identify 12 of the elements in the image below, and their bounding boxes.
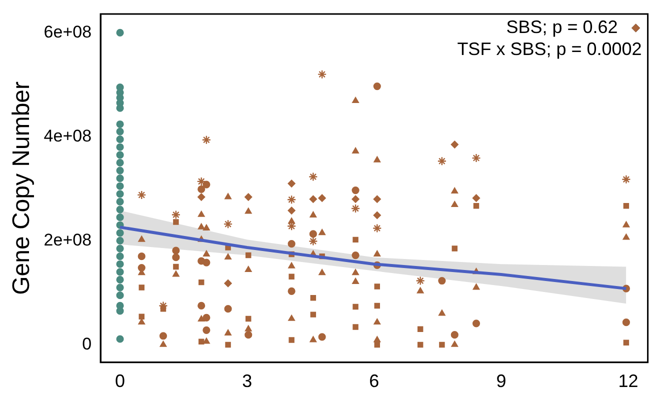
x-tick-label: 12 bbox=[618, 371, 638, 392]
x-tick-label: 6 bbox=[369, 371, 380, 392]
x-tick-label: 3 bbox=[242, 371, 252, 392]
annotation: TSF x SBS; p = 0.0002 bbox=[457, 38, 642, 59]
legend-label: SBS; p = 0.62 bbox=[506, 16, 618, 37]
x-tick-label: 9 bbox=[496, 371, 506, 392]
x-tick-label: 0 bbox=[115, 371, 126, 392]
y-axis-title: Gene Copy Number bbox=[8, 81, 36, 295]
y-tick-label: 0 bbox=[82, 334, 92, 354]
y-tick-label: 6e+08 bbox=[44, 22, 92, 42]
y-tick-label: 2e+08 bbox=[44, 230, 92, 250]
y-tick-label: 4e+08 bbox=[44, 126, 92, 146]
